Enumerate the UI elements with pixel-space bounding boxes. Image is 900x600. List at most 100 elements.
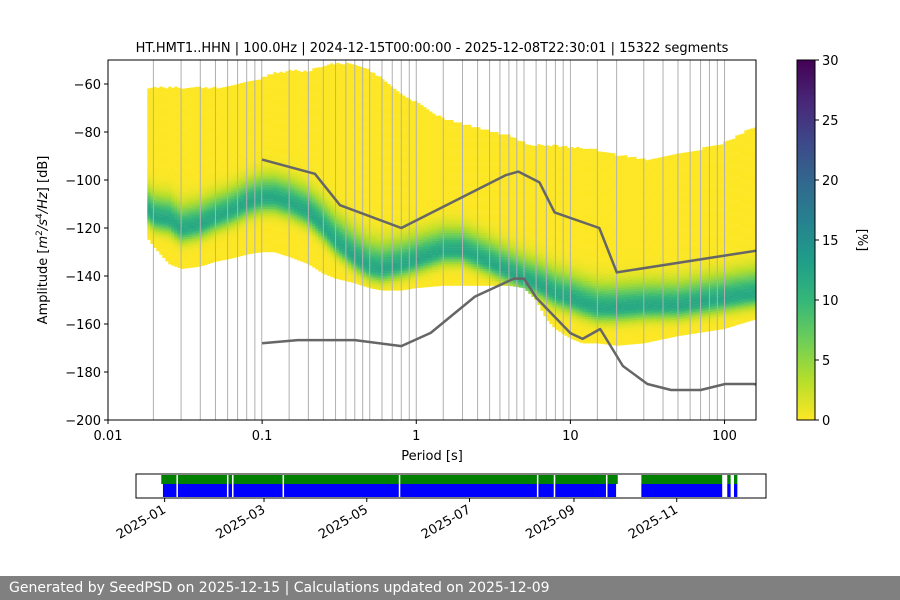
psd-cell <box>204 190 207 193</box>
psd-cell <box>315 104 318 107</box>
psd-cell <box>183 225 186 228</box>
psd-cell <box>168 89 171 92</box>
psd-cell <box>276 107 279 110</box>
psd-cell <box>309 206 312 209</box>
psd-cell <box>339 241 342 244</box>
psd-cell <box>264 144 267 147</box>
psd-cell <box>249 153 252 156</box>
psd-cell <box>318 137 321 140</box>
psd-cell <box>183 244 186 247</box>
psd-cell <box>318 240 321 243</box>
psd-cell <box>315 209 318 212</box>
psd-cell <box>204 214 207 217</box>
psd-cell <box>204 135 207 138</box>
psd-cell <box>156 165 159 168</box>
psd-cell <box>309 162 312 165</box>
psd-cell <box>276 150 279 153</box>
psd-cell <box>249 88 252 91</box>
psd-cell <box>303 241 306 244</box>
psd-cell <box>159 125 162 128</box>
psd-cell <box>207 108 210 111</box>
psd-cell <box>339 66 342 69</box>
psd-cell <box>303 246 306 249</box>
psd-cell <box>195 231 198 234</box>
psd-cell <box>267 106 270 109</box>
psd-cell <box>171 121 174 124</box>
psd-cell <box>171 157 174 160</box>
psd-cell <box>294 255 297 258</box>
psd-cell <box>240 157 243 160</box>
psd-cell <box>192 188 195 191</box>
psd-cell <box>267 127 270 130</box>
psd-cell <box>231 232 234 235</box>
psd-cell <box>330 203 333 206</box>
psd-cell <box>312 212 315 215</box>
psd-cell <box>219 253 222 256</box>
psd-cell <box>324 224 327 227</box>
psd-cell <box>201 223 204 226</box>
psd-cell <box>240 160 243 163</box>
psd-cell <box>234 133 237 136</box>
psd-cell <box>273 132 276 135</box>
psd-cell <box>177 186 180 189</box>
psd-cell <box>243 128 246 131</box>
psd-cell <box>270 84 273 87</box>
psd-cell <box>174 94 177 97</box>
psd-cell <box>192 131 195 134</box>
psd-cell <box>216 204 219 207</box>
psd-cell <box>195 173 198 176</box>
psd-cell <box>174 202 177 205</box>
psd-cell <box>243 173 246 176</box>
psd-cell <box>303 114 306 117</box>
psd-cell <box>177 109 180 112</box>
psd-cell <box>168 96 171 99</box>
psd-cell <box>339 138 342 141</box>
psd-cell <box>342 208 345 211</box>
psd-cell <box>255 159 258 162</box>
psd-cell <box>282 188 285 191</box>
psd-cell <box>210 169 213 172</box>
psd-cell <box>294 171 297 174</box>
psd-cell <box>243 241 246 244</box>
psd-cell <box>249 225 252 228</box>
psd-cell <box>204 145 207 148</box>
psd-cell <box>330 224 333 227</box>
psd-cell <box>315 80 318 83</box>
psd-cell <box>282 212 285 215</box>
psd-cell <box>228 86 231 89</box>
psd-cell <box>285 246 288 249</box>
psd-cell <box>201 165 204 168</box>
psd-cell <box>309 237 312 240</box>
psd-cell <box>309 88 312 91</box>
psd-cell <box>204 243 207 246</box>
psd-cell <box>327 65 330 68</box>
psd-cell <box>183 146 186 149</box>
psd-cell <box>294 82 297 85</box>
psd-cell <box>234 101 237 104</box>
psd-cell <box>147 108 150 111</box>
psd-cell <box>303 200 306 203</box>
psd-cell <box>309 177 312 180</box>
psd-cell <box>234 188 237 191</box>
psd-cell <box>279 96 282 99</box>
psd-cell <box>171 172 174 175</box>
psd-cell <box>303 123 306 126</box>
psd-cell <box>192 203 195 206</box>
psd-cell <box>204 178 207 181</box>
psd-cell <box>216 141 219 144</box>
psd-cell <box>243 190 246 193</box>
psd-cell <box>192 135 195 138</box>
psd-cell <box>300 216 303 219</box>
psd-cell <box>303 167 306 170</box>
psd-cell <box>156 237 159 240</box>
psd-cell <box>309 210 312 213</box>
psd-cell <box>222 202 225 205</box>
psd-cell <box>324 236 327 239</box>
psd-cell <box>171 249 174 252</box>
psd-cell <box>222 94 225 97</box>
psd-cell <box>162 193 165 196</box>
psd-cell <box>279 132 282 135</box>
psd-cell <box>168 223 171 226</box>
psd-cell <box>339 268 342 271</box>
psd-cell <box>189 114 192 117</box>
